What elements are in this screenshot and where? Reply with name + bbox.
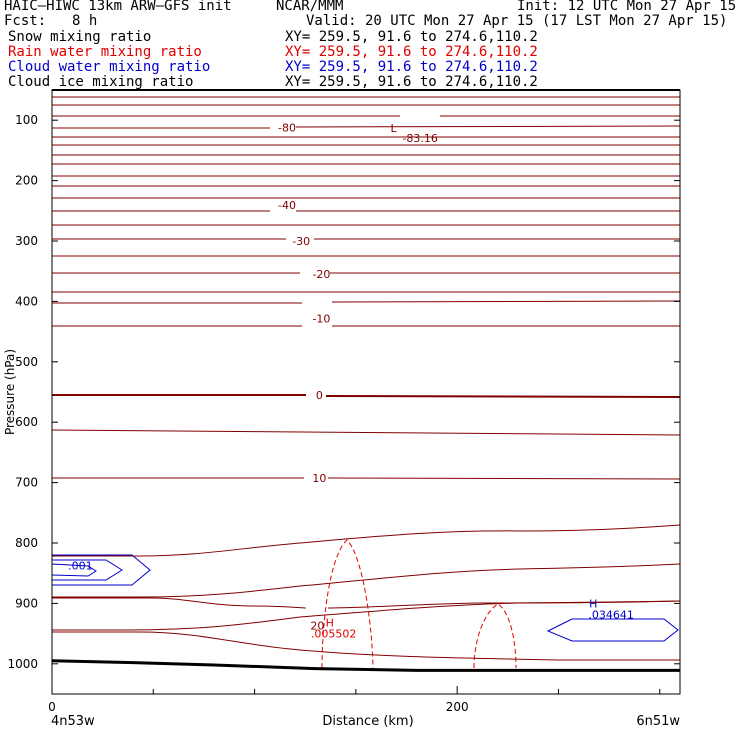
x-axis: 0 200 — [48, 686, 661, 714]
rain-contour — [473, 603, 517, 669]
isotherm-line — [52, 600, 681, 631]
rain-contour — [321, 539, 374, 669]
cloud-water-contour — [52, 559, 123, 581]
cloud-water-max-value: .034641 — [588, 608, 634, 621]
contour-labels: -80-40-30-20-1001020L-83.16H.005502.001H… — [68, 121, 634, 640]
y-tick-label: 300 — [15, 234, 38, 248]
temperature-label: -30 — [292, 235, 310, 248]
cloud-water-contour — [546, 618, 679, 642]
y-tick-label: 500 — [15, 355, 38, 369]
y-tick-label: 600 — [15, 415, 38, 429]
x-tick-label: 0 — [48, 700, 56, 714]
field-cloud-water-name: Cloud water mixing ratio — [8, 59, 211, 75]
y-axis-title: Pressure (hPa) — [3, 349, 17, 435]
isotherm-line — [52, 125, 681, 129]
x-axis-right-location: 6n51w — [636, 714, 680, 729]
y-tick-label: 200 — [15, 174, 38, 188]
temperature-contours — [51, 96, 681, 661]
field-rain-xy: XY= 259.5, 91.6 to 274.6,110.2 — [285, 44, 538, 60]
temperature-label: 0 — [316, 389, 323, 402]
x-tick-label: 200 — [446, 700, 469, 714]
forecast-label: Fcst: — [4, 13, 47, 29]
y-tick-label: 100 — [15, 113, 38, 127]
y-tick-label: 700 — [15, 476, 38, 490]
rain-water-contours — [321, 539, 517, 669]
y-tick-label: 900 — [15, 596, 38, 610]
y-tick-label: 800 — [15, 536, 38, 550]
isotherm-line — [51, 429, 681, 436]
isotherm-line — [52, 597, 681, 609]
rain-max-symbol: H — [326, 617, 334, 630]
field-rain-name: Rain water mixing ratio — [8, 44, 202, 60]
field-snow-xy: XY= 259.5, 91.6 to 274.6,110.2 — [285, 29, 538, 45]
field-cloud-ice-name: Cloud ice mixing ratio — [8, 74, 194, 90]
plot-frame — [51, 89, 681, 695]
temperature-label: 10 — [312, 472, 326, 485]
isotherm-line — [52, 300, 681, 304]
low-marker-value: -83.16 — [402, 132, 437, 145]
ground-surface-line — [51, 659, 680, 672]
org-label: NCAR/MMM — [276, 0, 344, 14]
field-snow-name: Snow mixing ratio — [8, 29, 152, 45]
temperature-label: 20 — [310, 620, 324, 633]
model-title: HAIC–HIWC 13km ARW–GFS init — [4, 0, 232, 14]
temperature-label: -40 — [278, 199, 296, 212]
cloud-water-contour — [51, 563, 97, 577]
temperature-label: -20 — [312, 268, 330, 281]
isotherm-line — [52, 394, 681, 398]
isotherm-line — [52, 477, 681, 480]
cloud-water-contour — [52, 554, 151, 586]
x-axis-title: Distance (km) — [322, 714, 413, 729]
forecast-hours: 8 h — [72, 13, 98, 29]
isotherm-line — [52, 563, 681, 598]
x-axis-left-location: 4n53w — [51, 714, 95, 729]
y-tick-label: 400 — [15, 294, 38, 308]
cloud-water-max-symbol: H — [589, 597, 597, 610]
temperature-label: -80 — [278, 121, 296, 134]
low-marker-symbol: L — [390, 122, 397, 135]
init-time: Init: 12 UTC Mon 27 Apr 15 — [517, 0, 737, 14]
field-cloud-ice-xy: XY= 259.5, 91.6 to 274.6,110.2 — [285, 74, 538, 90]
isotherm-line — [52, 631, 680, 661]
valid-time: Valid: 20 UTC Mon 27 Apr 15 (17 LST Mon … — [306, 13, 728, 29]
isotherm-line — [52, 524, 681, 557]
cloud-water-contours — [51, 554, 679, 642]
y-tick-label: 1000 — [7, 657, 38, 671]
temperature-label: -10 — [312, 312, 330, 325]
cloud-water-label: .001 — [68, 559, 93, 572]
field-cloud-water-xy: XY= 259.5, 91.6 to 274.6,110.2 — [285, 59, 538, 75]
rain-max-value: .005502 — [311, 628, 357, 641]
